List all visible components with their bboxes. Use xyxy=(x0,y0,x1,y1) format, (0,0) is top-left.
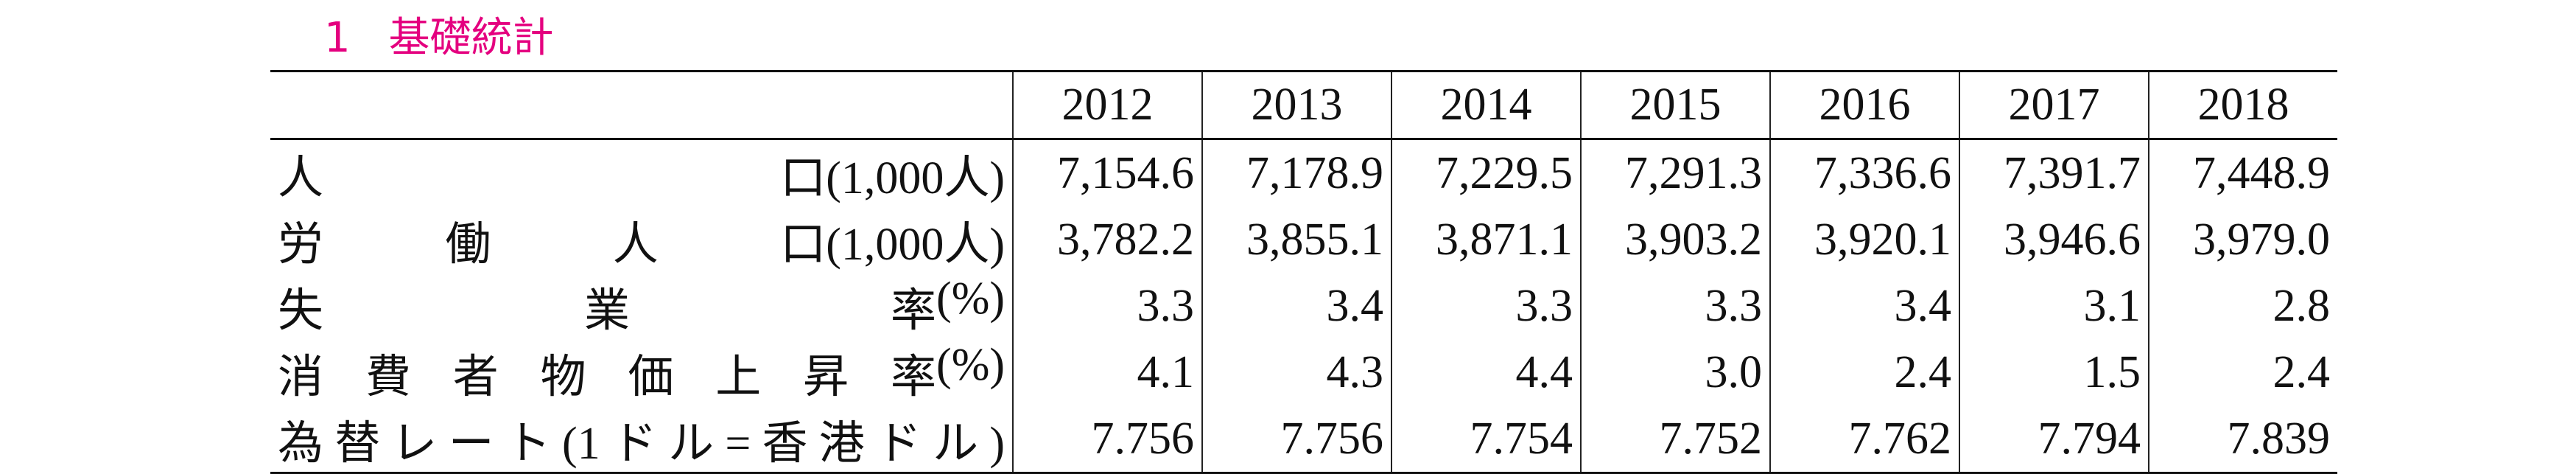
label-text: 為替レート(1ドル=香港ドル) xyxy=(278,419,1005,469)
column-header: 2014 xyxy=(1391,71,1581,139)
value-cell: 7.762 xyxy=(1769,405,1959,473)
value-cell: 3.3 xyxy=(1012,273,1202,339)
value-cell: 3,782.2 xyxy=(1012,206,1202,273)
label-unit: (%) xyxy=(936,273,1005,324)
value-cell: 3,946.6 xyxy=(1959,206,2149,273)
value-cell: 7,178.9 xyxy=(1201,139,1391,206)
row-label-cell: 失業率 (%) xyxy=(270,273,1013,339)
header-row: 2012 2013 2014 2015 2016 2017 2018 xyxy=(270,71,2337,139)
value-cell: 7.752 xyxy=(1580,405,1770,473)
column-header: 2016 xyxy=(1769,71,1959,139)
value-cell: 3.0 xyxy=(1580,339,1770,405)
table-row: 労働人口 (1,000人) 3,782.2 3,855.1 3,871.1 3,903.2… xyxy=(270,206,2337,273)
section-number: 1 xyxy=(324,14,351,62)
value-cell: 7.839 xyxy=(2148,405,2337,473)
value-cell: 1.5 xyxy=(1959,339,2149,405)
column-header: 2015 xyxy=(1580,71,1770,139)
column-header: 2013 xyxy=(1201,71,1391,139)
value-cell: 7,336.6 xyxy=(1769,139,1959,206)
value-cell: 7,229.5 xyxy=(1391,139,1581,206)
value-cell: 2.4 xyxy=(2148,339,2337,405)
value-cell: 3,979.0 xyxy=(2148,206,2337,273)
value-cell: 4.4 xyxy=(1391,339,1581,405)
value-cell: 7.754 xyxy=(1391,405,1581,473)
column-header: 2017 xyxy=(1959,71,2149,139)
value-cell: 4.1 xyxy=(1012,339,1202,405)
value-cell: 7,391.7 xyxy=(1959,139,2149,206)
value-cell: 3.3 xyxy=(1580,273,1770,339)
column-header: 2012 xyxy=(1012,71,1202,139)
value-cell: 3,871.1 xyxy=(1391,206,1581,273)
row-label: 労働人口 (1,000人) xyxy=(278,206,1005,273)
row-label-cell: 人口 (1,000人) xyxy=(270,139,1013,207)
row-label: 失業率 (%) xyxy=(278,273,1005,339)
label-unit: (%) xyxy=(936,340,1005,390)
row-label-cell: 労働人口 (1,000人) xyxy=(270,206,1013,273)
value-cell: 2.4 xyxy=(1769,339,1959,405)
value-cell: 4.3 xyxy=(1201,339,1391,405)
value-cell: 7,154.6 xyxy=(1012,139,1202,206)
table-row: 人口 (1,000人) 7,154.6 7,178.9 7,229.5 7,291.3 7,… xyxy=(270,139,2337,207)
label-text: 消費者物価上昇率 xyxy=(278,352,937,402)
value-cell: 3.4 xyxy=(1769,273,1959,339)
section-title: 1 基礎統計 xyxy=(324,4,554,64)
row-label-cell: 消費者物価上昇率 (%) xyxy=(270,339,1013,405)
row-label: 為替レート(1ドル=香港ドル) xyxy=(278,405,1005,472)
table-row: 消費者物価上昇率 (%) 4.1 4.3 4.4 3.0 2.4 1.5 2.4 xyxy=(270,339,2337,405)
value-cell: 3,920.1 xyxy=(1769,206,1959,273)
value-cell: 7.794 xyxy=(1959,405,2149,473)
label-text: 失業率 xyxy=(278,286,937,336)
header-blank xyxy=(270,72,1013,139)
label-unit: (1,000人) xyxy=(826,220,1005,270)
section-text: 基礎統計 xyxy=(388,14,554,62)
value-cell: 7.756 xyxy=(1012,405,1202,473)
row-label: 人口 (1,000人) xyxy=(278,140,1005,206)
value-cell: 3.3 xyxy=(1391,273,1581,339)
label-text: 労働人口 xyxy=(278,220,827,270)
row-label-cell: 為替レート(1ドル=香港ドル) xyxy=(270,405,1013,473)
value-cell: 2.8 xyxy=(2148,273,2337,339)
value-cell: 7,291.3 xyxy=(1580,139,1770,206)
row-label: 消費者物価上昇率 (%) xyxy=(278,339,1005,405)
label-unit: (1,000人) xyxy=(826,153,1005,203)
table-row: 為替レート(1ドル=香港ドル) 7.756 7.756 7.754 7.752 7.762… xyxy=(270,405,2337,473)
statistics-table: 2012 2013 2014 2015 2016 2017 2018 人口 (1,000人) 7… xyxy=(270,70,2337,474)
table-body: 人口 (1,000人) 7,154.6 7,178.9 7,229.5 7,291.3 7,… xyxy=(270,139,2337,473)
value-cell: 3,855.1 xyxy=(1201,206,1391,273)
column-header: 2018 xyxy=(2148,71,2337,139)
value-cell: 3,903.2 xyxy=(1580,206,1770,273)
table-row: 失業率 (%) 3.3 3.4 3.3 3.3 3.4 3.1 2.8 xyxy=(270,273,2337,339)
label-text: 人口 xyxy=(278,153,827,203)
value-cell: 3.4 xyxy=(1201,273,1391,339)
value-cell: 7.756 xyxy=(1201,405,1391,473)
value-cell: 3.1 xyxy=(1959,273,2149,339)
value-cell: 7,448.9 xyxy=(2148,139,2337,206)
